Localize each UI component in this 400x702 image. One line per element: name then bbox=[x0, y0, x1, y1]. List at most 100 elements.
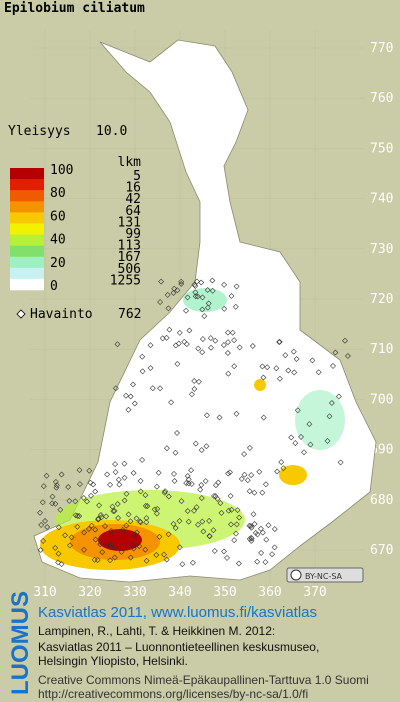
observation-marker bbox=[248, 524, 255, 531]
observation-marker bbox=[191, 507, 197, 514]
observation-marker bbox=[129, 542, 135, 549]
observation-marker bbox=[259, 489, 266, 496]
observation-marker bbox=[136, 543, 143, 550]
observation-marker bbox=[337, 459, 344, 466]
x-grid-label: 330 bbox=[123, 585, 146, 600]
observation-marker bbox=[203, 412, 210, 419]
observation-marker bbox=[157, 299, 164, 306]
observation-marker bbox=[274, 468, 281, 475]
observation-marker bbox=[127, 393, 134, 400]
observation-marker bbox=[149, 385, 156, 392]
observation-markers bbox=[37, 277, 351, 568]
observation-marker bbox=[143, 557, 150, 564]
observation-marker bbox=[133, 515, 140, 522]
license-line: Creative Commons Nimeä-Epäkaupallinen-Ta… bbox=[38, 673, 369, 687]
observation-marker bbox=[107, 543, 114, 550]
observation-marker bbox=[224, 554, 230, 561]
legend-swatch bbox=[10, 234, 44, 246]
observation-marker bbox=[221, 281, 228, 288]
observation-marker bbox=[123, 522, 130, 529]
observation-marker bbox=[76, 467, 83, 474]
observation-marker bbox=[256, 468, 263, 475]
observation-marker bbox=[55, 559, 62, 566]
legend-swatch bbox=[10, 201, 44, 213]
observation-marker bbox=[248, 537, 255, 544]
heat-cell bbox=[183, 288, 227, 312]
observation-marker bbox=[199, 306, 206, 313]
observation-marker bbox=[163, 334, 170, 341]
observation-marker bbox=[309, 357, 316, 364]
observation-marker bbox=[88, 522, 95, 529]
observation-marker bbox=[262, 559, 269, 566]
observation-marker bbox=[233, 530, 239, 537]
observation-marker bbox=[176, 518, 183, 524]
legend-level: 40 bbox=[50, 233, 66, 248]
observation-marker bbox=[90, 481, 97, 488]
observation-marker bbox=[315, 369, 322, 376]
observation-marker bbox=[330, 362, 336, 369]
observation-marker bbox=[241, 471, 248, 478]
observation-marker bbox=[139, 456, 146, 463]
observation-marker bbox=[227, 492, 234, 499]
observation-marker bbox=[291, 369, 298, 376]
legend-level: 100 bbox=[50, 163, 73, 178]
observation-marker bbox=[224, 329, 231, 336]
observation-marker bbox=[74, 512, 81, 519]
observation-marker bbox=[293, 356, 300, 362]
observation-marker bbox=[109, 503, 116, 510]
observation-marker bbox=[278, 459, 285, 466]
observation-marker bbox=[198, 495, 205, 502]
observation-marker bbox=[218, 509, 225, 516]
observation-marker bbox=[269, 551, 276, 558]
x-grid-label: 340 bbox=[168, 585, 191, 600]
observation-marker bbox=[92, 536, 99, 543]
observation-marker bbox=[254, 558, 261, 565]
observation-marker bbox=[183, 480, 190, 487]
observation-marker bbox=[165, 305, 172, 312]
observation-marker bbox=[178, 281, 185, 287]
observation-marker bbox=[228, 521, 234, 528]
observation-marker bbox=[151, 506, 158, 513]
observation-marker bbox=[225, 370, 232, 377]
legend-level: 80 bbox=[50, 186, 66, 201]
observation-marker bbox=[204, 287, 211, 293]
observation-marker bbox=[170, 520, 177, 527]
citation-line: Helsingin Yliopisto, Helsinki. bbox=[38, 654, 188, 668]
observation-marker bbox=[324, 437, 331, 444]
observation-marker bbox=[153, 552, 160, 558]
observation-marker bbox=[91, 556, 98, 563]
observation-marker bbox=[178, 278, 185, 285]
observation-marker bbox=[192, 289, 199, 296]
observation-marker bbox=[125, 511, 132, 518]
legend-level: 0 bbox=[50, 279, 58, 294]
observation-marker bbox=[203, 443, 210, 450]
count-header: lkm bbox=[118, 155, 142, 170]
observation-marker bbox=[178, 498, 185, 505]
legend-level: 20 bbox=[50, 256, 66, 271]
observation-marker bbox=[233, 283, 240, 290]
observation-marker bbox=[107, 481, 114, 488]
observation-marker bbox=[52, 544, 59, 551]
observation-marker bbox=[164, 291, 171, 298]
y-grid-label: 760 bbox=[370, 91, 393, 106]
legend-swatch bbox=[10, 190, 44, 202]
observation-marker bbox=[121, 497, 128, 504]
observation-marker bbox=[248, 534, 255, 541]
observation-marker bbox=[171, 285, 178, 292]
observation-marker bbox=[258, 549, 265, 556]
observation-marker bbox=[200, 528, 207, 535]
observation-marker bbox=[66, 497, 73, 504]
legend-count: 506 bbox=[118, 262, 141, 277]
observation-marker bbox=[137, 477, 144, 484]
observation-marker bbox=[55, 524, 62, 531]
observation-marker bbox=[225, 339, 231, 346]
y-grid-label: 770 bbox=[370, 41, 393, 56]
x-grid-label: 360 bbox=[258, 585, 281, 600]
observation-marker bbox=[212, 482, 219, 489]
observation-marker bbox=[235, 560, 242, 567]
observation-marker bbox=[208, 344, 214, 351]
observation-marker bbox=[264, 364, 271, 371]
observation-marker bbox=[172, 449, 179, 456]
observation-marker bbox=[217, 500, 224, 507]
observation-marker bbox=[137, 518, 143, 525]
